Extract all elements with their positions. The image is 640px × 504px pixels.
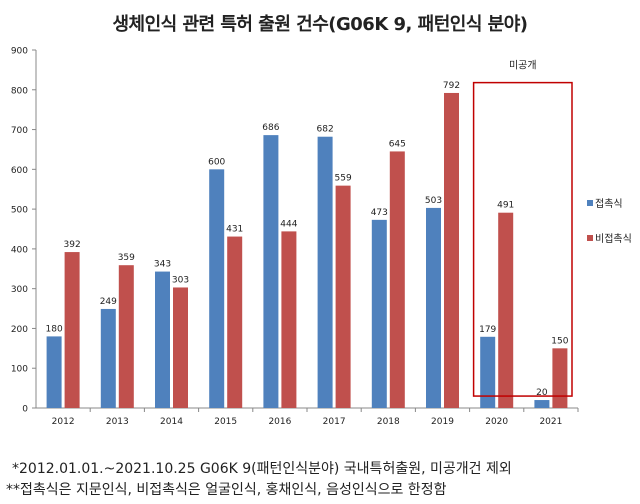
bar-contact xyxy=(100,308,116,408)
data-label: 682 xyxy=(317,125,334,135)
data-label: 686 xyxy=(262,123,279,133)
data-label: 431 xyxy=(226,225,243,235)
data-label: 180 xyxy=(46,324,63,334)
y-tick-label: 700 xyxy=(11,126,28,136)
undisclosed-label: 미공개 xyxy=(509,60,537,72)
footnote-2: **접촉식은 지문인식, 비접촉식은 얼굴인식, 홍채인식, 음성인식으로 한정… xyxy=(6,482,447,498)
y-tick-label: 400 xyxy=(11,245,28,255)
x-tick-label: 2015 xyxy=(214,417,237,427)
bar-contact xyxy=(480,336,496,408)
bar-noncontact xyxy=(498,212,514,408)
data-label: 343 xyxy=(154,260,171,270)
bar-contact xyxy=(534,400,550,408)
bar-contact xyxy=(155,271,170,408)
data-label: 392 xyxy=(64,240,81,250)
bar-noncontact xyxy=(118,265,134,408)
chart-title: 생체인식 관련 특허 출원 건수(G06K 9, 패턴인식 분야) xyxy=(112,14,528,35)
data-label: 249 xyxy=(100,297,117,307)
y-tick-label: 900 xyxy=(11,47,28,57)
bar-noncontact xyxy=(64,252,80,408)
bar-noncontact xyxy=(335,185,351,408)
footnote-1: *2012.01.01.~2021.10.25 G06K 9(패턴인식분야) 국… xyxy=(12,461,512,477)
y-tick-label: 500 xyxy=(11,206,28,216)
data-label: 792 xyxy=(443,81,460,91)
x-tick-label: 2016 xyxy=(268,417,291,427)
data-label: 503 xyxy=(425,196,442,206)
x-tick-label: 2012 xyxy=(52,417,75,427)
data-label: 303 xyxy=(172,275,189,285)
data-label: 359 xyxy=(118,253,135,263)
data-label: 179 xyxy=(479,325,496,335)
legend-label: 접촉식 xyxy=(595,198,623,210)
bar-contact xyxy=(46,336,62,408)
bar-contact xyxy=(317,136,333,408)
y-tick-label: 100 xyxy=(11,365,28,375)
bar-noncontact xyxy=(227,236,243,408)
x-tick-label: 2019 xyxy=(431,417,454,427)
x-tick-label: 2018 xyxy=(377,417,400,427)
bar-noncontact xyxy=(389,151,405,408)
bar-contact xyxy=(263,135,279,408)
legend-label: 비접촉식 xyxy=(595,233,632,245)
x-tick-label: 2017 xyxy=(323,417,346,427)
bar-noncontact xyxy=(173,287,188,408)
data-label: 491 xyxy=(497,201,514,211)
data-label: 150 xyxy=(551,336,568,346)
bar-noncontact xyxy=(281,231,297,408)
bar-contact xyxy=(209,169,225,408)
data-label: 645 xyxy=(389,139,406,149)
undisclosed-highlight-box xyxy=(472,81,573,397)
bar-noncontact xyxy=(444,92,459,409)
data-label: 559 xyxy=(335,174,352,184)
legend-swatch xyxy=(587,235,593,241)
y-tick-label: 0 xyxy=(22,405,28,415)
x-tick-label: 2014 xyxy=(160,417,183,427)
data-label: 20 xyxy=(536,388,548,398)
y-tick-label: 200 xyxy=(11,325,28,335)
bar-contact xyxy=(371,219,387,408)
y-tick-label: 800 xyxy=(11,86,28,96)
x-tick-label: 2020 xyxy=(485,417,508,427)
data-label: 473 xyxy=(371,208,388,218)
data-label: 444 xyxy=(280,219,297,229)
y-tick-label: 600 xyxy=(11,166,28,176)
x-tick-label: 2013 xyxy=(106,417,129,427)
bar-noncontact xyxy=(552,348,568,408)
bar-contact xyxy=(426,207,441,408)
y-tick-label: 300 xyxy=(11,285,28,295)
x-tick-label: 2021 xyxy=(539,417,562,427)
legend-swatch xyxy=(587,200,593,206)
data-label: 600 xyxy=(208,157,225,167)
